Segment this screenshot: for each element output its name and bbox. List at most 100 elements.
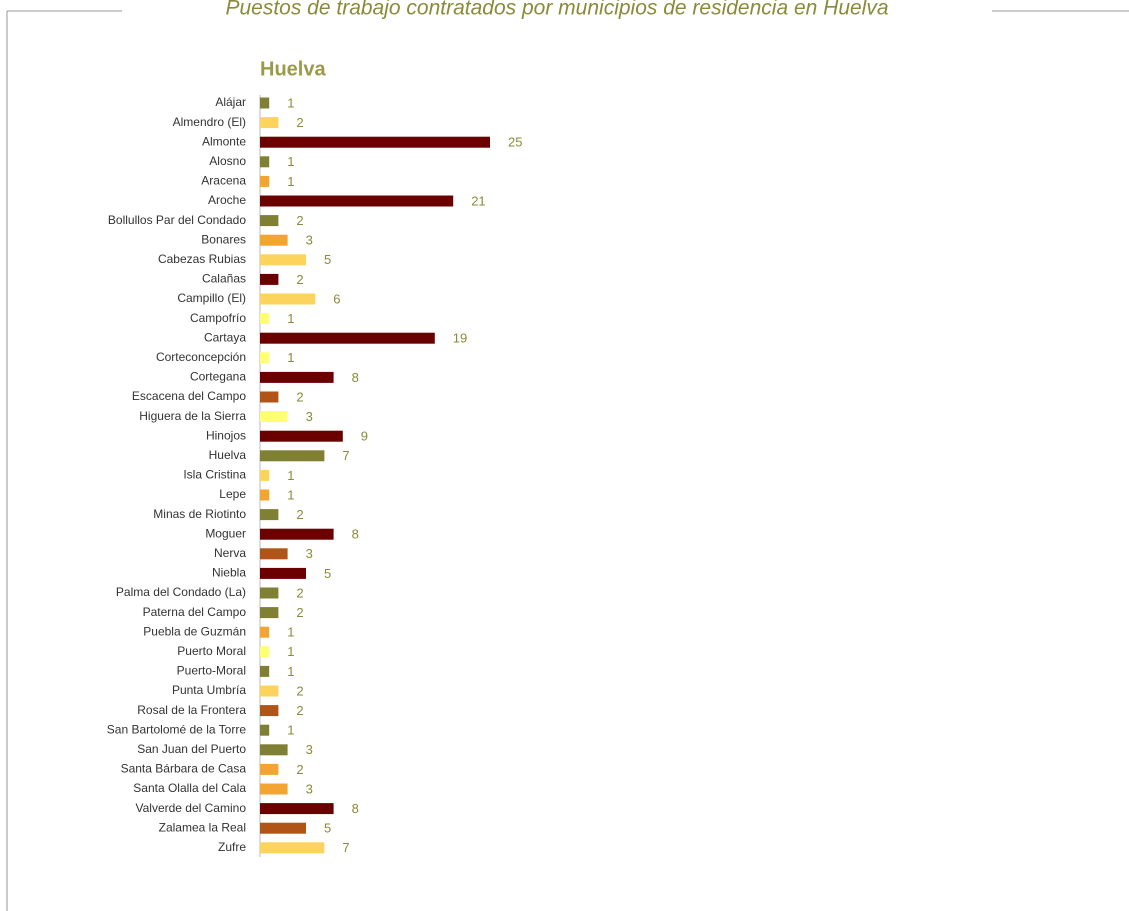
category-label: Santa Bárbara de Casa (121, 762, 247, 776)
bar (260, 332, 435, 344)
value-label: 21 (471, 193, 485, 208)
category-label: Bonares (201, 232, 246, 246)
value-label: 8 (352, 801, 359, 816)
value-label: 5 (324, 821, 331, 836)
category-label: Punta Umbría (172, 683, 246, 697)
value-label: 2 (296, 605, 303, 620)
bar (260, 254, 306, 266)
bar (260, 685, 279, 697)
bar (260, 646, 270, 658)
value-label: 3 (306, 233, 313, 248)
category-label: Campofrío (190, 311, 246, 325)
bar (260, 783, 288, 795)
category-label: Cortegana (190, 370, 246, 384)
bar (260, 724, 270, 736)
category-label: Minas de Riotinto (153, 507, 246, 521)
category-label: Zufre (218, 840, 246, 854)
value-label: 2 (296, 213, 303, 228)
value-label: 5 (324, 252, 331, 267)
category-label: Cabezas Rubias (158, 252, 246, 266)
bar (260, 509, 279, 521)
category-label: Santa Olalla del Cala (133, 781, 246, 795)
bar (260, 763, 279, 775)
category-label: Puerto-Moral (177, 664, 246, 678)
bar (260, 215, 279, 227)
category-label: Zalamea la Real (159, 820, 246, 834)
bar (260, 842, 325, 854)
value-label: 1 (287, 664, 294, 679)
category-label: Hinojos (206, 428, 246, 442)
chart-title: Puestos de trabajo contratados por munic… (225, 0, 888, 20)
bar (260, 117, 279, 129)
value-label: 2 (296, 762, 303, 777)
value-label: 3 (306, 409, 313, 424)
category-label: Aracena (201, 174, 246, 188)
category-label: Bollullos Par del Condado (108, 213, 246, 227)
category-label: Almonte (202, 134, 246, 148)
category-label: Lepe (219, 487, 246, 501)
value-label: 1 (287, 468, 294, 483)
value-label: 7 (342, 840, 349, 855)
category-label: Cartaya (204, 330, 246, 344)
category-label: Almendro (El) (173, 115, 246, 129)
category-label: Aroche (208, 193, 246, 207)
bar (260, 744, 288, 756)
category-label: Valverde del Camino (135, 801, 246, 815)
category-label: Calañas (202, 272, 246, 286)
category-label: Higuera de la Sierra (139, 409, 246, 423)
bar (260, 548, 288, 560)
value-label: 2 (296, 507, 303, 522)
category-label: Alosno (209, 154, 246, 168)
bar (260, 97, 270, 109)
category-label: Palma del Condado (La) (116, 585, 246, 599)
bar (260, 371, 334, 383)
bar (260, 567, 306, 579)
category-label: Corteconcepción (156, 350, 246, 364)
value-label: 2 (296, 703, 303, 718)
category-label: Isla Cristina (183, 468, 246, 482)
bar (260, 136, 490, 148)
value-label: 3 (306, 781, 313, 796)
value-label: 2 (296, 272, 303, 287)
value-label: 3 (306, 546, 313, 561)
bar (260, 391, 279, 403)
value-label: 1 (287, 625, 294, 640)
bar (260, 234, 288, 246)
bar (260, 156, 270, 168)
bar (260, 528, 334, 540)
bar (260, 430, 343, 442)
category-label: San Bartolomé de la Torre (107, 722, 247, 736)
value-label: 1 (287, 154, 294, 169)
value-label: 6 (333, 291, 340, 306)
bar (260, 587, 279, 599)
value-label: 19 (453, 331, 467, 346)
bar (260, 313, 270, 325)
category-label: San Juan del Puerto (137, 742, 246, 756)
value-label: 25 (508, 135, 522, 150)
category-label: Escacena del Campo (132, 389, 246, 403)
bar (260, 803, 334, 815)
bar (260, 822, 306, 834)
bar (260, 195, 454, 207)
value-label: 7 (342, 448, 349, 463)
bar (260, 273, 279, 285)
category-label: Nerva (214, 546, 246, 560)
bar (260, 469, 270, 481)
value-label: 2 (296, 683, 303, 698)
bar (260, 626, 270, 638)
value-label: 8 (352, 370, 359, 385)
value-label: 1 (287, 487, 294, 502)
value-label: 1 (287, 95, 294, 110)
category-label: Campillo (El) (177, 291, 246, 305)
bar (260, 607, 279, 619)
bar (260, 411, 288, 423)
category-label: Moguer (205, 526, 246, 540)
category-label: Alájar (215, 95, 246, 109)
value-label: 5 (324, 566, 331, 581)
value-label: 1 (287, 644, 294, 659)
bar (260, 175, 270, 187)
bar (260, 352, 270, 364)
value-label: 1 (287, 174, 294, 189)
value-label: 9 (361, 429, 368, 444)
